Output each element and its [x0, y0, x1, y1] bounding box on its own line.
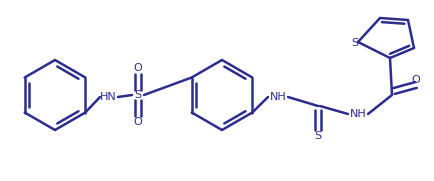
Text: HN: HN: [100, 92, 116, 102]
Text: S: S: [135, 90, 141, 100]
Text: NH: NH: [350, 109, 366, 119]
Text: S: S: [352, 38, 358, 48]
Text: O: O: [411, 75, 421, 85]
Text: NH: NH: [270, 92, 286, 102]
Text: O: O: [134, 63, 142, 73]
Text: S: S: [315, 131, 322, 141]
Text: O: O: [134, 117, 142, 127]
